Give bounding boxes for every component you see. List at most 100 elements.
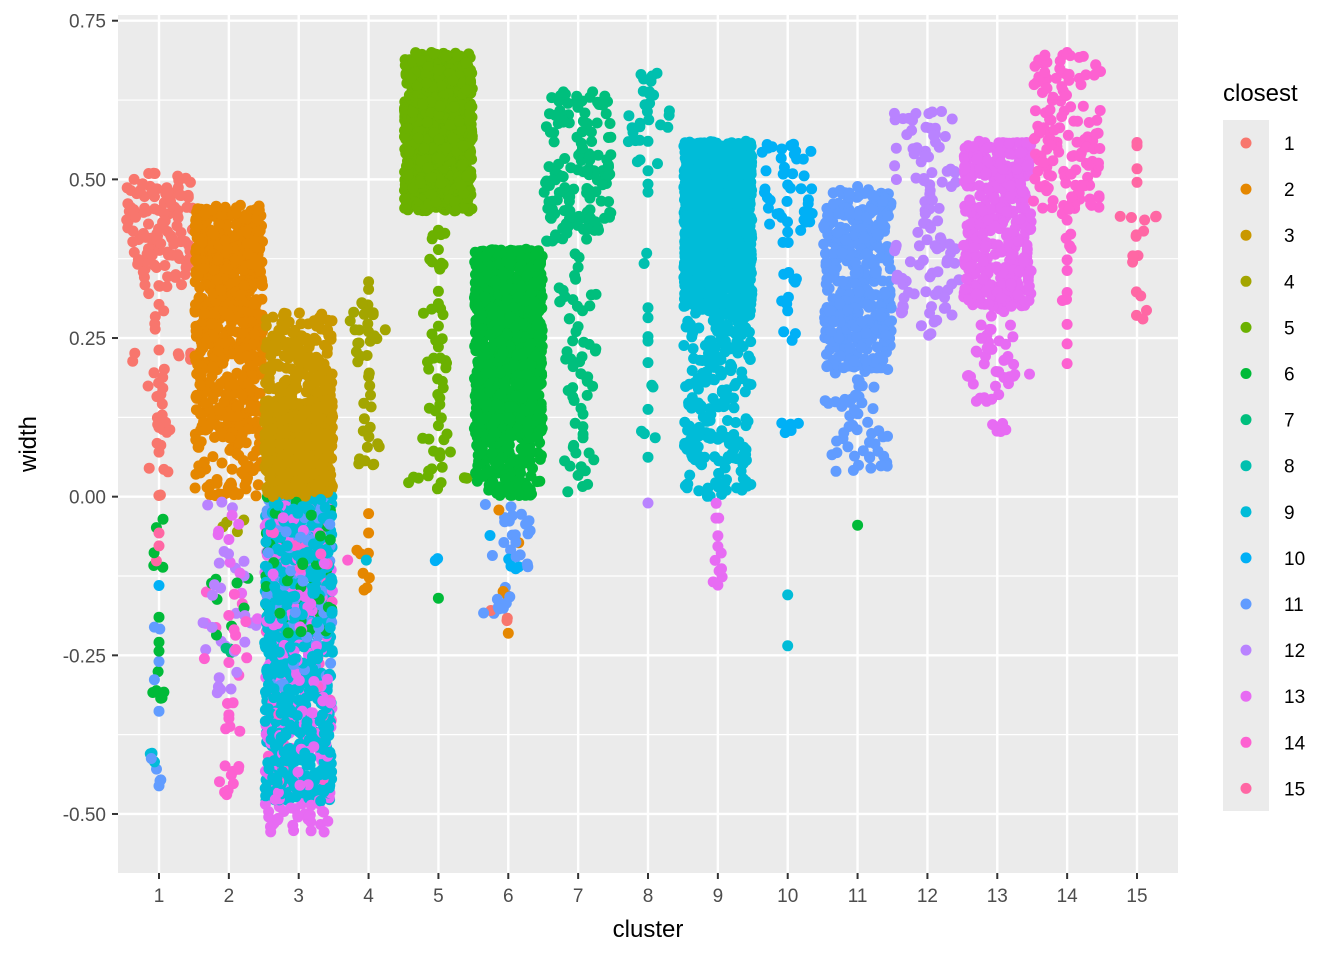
point — [291, 366, 302, 377]
point — [369, 330, 380, 341]
point — [419, 143, 430, 154]
point — [441, 50, 452, 61]
point — [294, 345, 305, 356]
point — [283, 468, 294, 479]
point — [315, 549, 326, 560]
point — [273, 500, 284, 511]
point — [237, 327, 248, 338]
point — [153, 377, 164, 388]
point — [358, 398, 369, 409]
point — [260, 598, 271, 609]
point — [236, 467, 247, 478]
point — [268, 486, 279, 497]
point — [303, 380, 314, 391]
point — [434, 134, 445, 145]
point — [317, 458, 328, 469]
point — [255, 225, 266, 236]
point — [327, 411, 338, 422]
point — [280, 439, 291, 450]
point — [282, 575, 293, 586]
point — [289, 591, 300, 602]
point — [293, 414, 304, 425]
point — [147, 250, 158, 261]
point — [305, 598, 316, 609]
point — [320, 769, 331, 780]
point — [149, 260, 160, 271]
point — [300, 693, 311, 704]
point — [195, 467, 206, 478]
point — [312, 387, 323, 398]
point — [362, 318, 373, 329]
point — [423, 434, 434, 445]
point — [320, 502, 331, 513]
point — [212, 254, 223, 265]
point — [283, 627, 294, 638]
point — [154, 624, 165, 635]
point — [234, 437, 245, 448]
point — [261, 378, 272, 389]
point — [234, 726, 245, 737]
point — [271, 345, 282, 356]
point — [287, 327, 298, 338]
point — [237, 317, 248, 328]
point — [226, 684, 237, 695]
point — [199, 308, 210, 319]
point — [455, 180, 466, 191]
point — [428, 230, 439, 241]
point — [362, 442, 373, 453]
point — [465, 101, 476, 112]
point — [282, 540, 293, 551]
point — [324, 747, 335, 758]
point — [297, 576, 308, 587]
point — [143, 219, 154, 230]
point — [276, 402, 287, 413]
point — [438, 309, 449, 320]
point — [361, 555, 372, 566]
point — [194, 379, 205, 390]
point — [197, 237, 208, 248]
point — [274, 608, 285, 619]
point — [342, 555, 353, 566]
point — [240, 480, 251, 491]
point — [236, 390, 247, 401]
point — [265, 826, 276, 837]
point — [231, 401, 242, 412]
point — [140, 232, 151, 243]
point — [194, 292, 205, 303]
point — [314, 312, 325, 323]
point — [428, 446, 439, 457]
point — [158, 464, 169, 475]
point — [399, 203, 410, 214]
point — [460, 57, 471, 68]
point — [239, 556, 250, 567]
point — [143, 381, 154, 392]
point — [402, 123, 413, 134]
point — [190, 255, 201, 266]
point — [271, 691, 282, 702]
point — [362, 582, 373, 593]
point — [364, 368, 375, 379]
point — [320, 736, 331, 747]
point — [306, 825, 317, 836]
point — [307, 707, 318, 718]
point — [287, 820, 298, 831]
point — [283, 684, 294, 695]
point — [256, 276, 267, 287]
point — [190, 483, 201, 494]
point — [319, 340, 330, 351]
point — [233, 519, 244, 530]
point — [327, 608, 338, 619]
point — [248, 299, 259, 310]
point — [422, 117, 433, 128]
point — [200, 398, 211, 409]
point — [208, 229, 219, 240]
point — [230, 644, 241, 655]
point — [199, 457, 210, 468]
point — [224, 432, 235, 443]
point — [311, 426, 322, 437]
point — [435, 353, 446, 364]
point — [149, 367, 160, 378]
point — [162, 187, 173, 198]
point — [430, 555, 441, 566]
point — [155, 389, 166, 400]
